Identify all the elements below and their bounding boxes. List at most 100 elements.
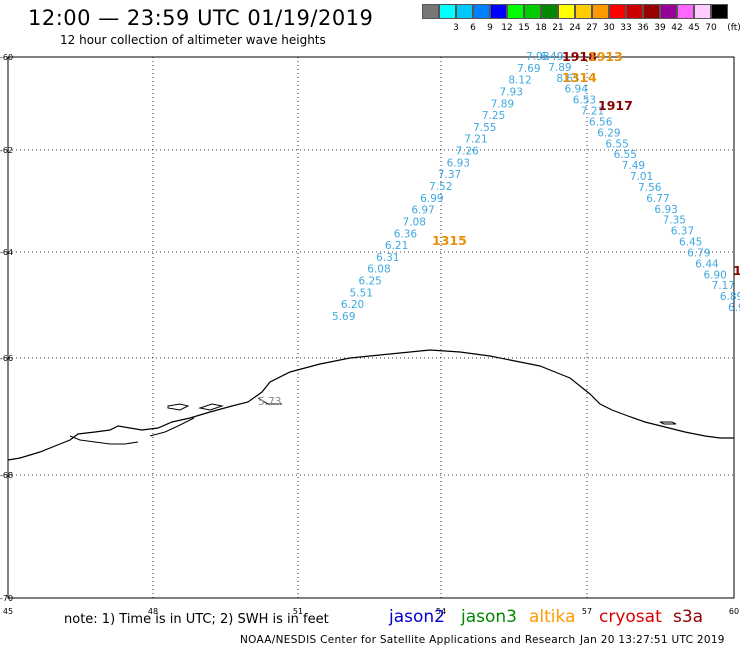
wave-height-value: 7.25 — [482, 110, 505, 122]
wave-height-value: 6.55 — [605, 138, 628, 150]
scale-tick-label: 24 — [569, 23, 581, 33]
wave-height-value: 7.49 — [622, 160, 645, 172]
latitude-label: -62 — [0, 146, 13, 155]
pass-time-label: 1314 — [562, 70, 597, 85]
scale-swatch — [626, 4, 643, 19]
wave-height-value: 7.26 — [455, 146, 479, 158]
wave-height-value: 7.55 — [473, 122, 496, 134]
legend-altika: altika — [529, 607, 576, 627]
pass-time-label: 1913 — [588, 49, 623, 64]
scale-swatch — [490, 4, 507, 19]
pass-time-label: 1 — [733, 263, 740, 278]
pass-time-label: 1315 — [432, 233, 467, 248]
longitude-label: 57 — [582, 607, 592, 616]
wave-height-value: 6.29 — [597, 127, 620, 139]
island — [659, 421, 677, 425]
scale-swatch — [541, 4, 558, 19]
scale-swatch — [711, 4, 728, 19]
legend-s3a: s3a — [673, 607, 704, 627]
scale-unit: (ft) — [727, 23, 740, 33]
wave-height-value: 6.08 — [367, 264, 390, 276]
pass-time-label: 1918 — [562, 49, 597, 64]
scale-tick-label: 21 — [552, 23, 564, 33]
footer-note: note: 1) Time is in UTC; 2) SWH is in fe… — [64, 612, 329, 627]
wave-height-value: 6.56 — [589, 116, 613, 128]
wave-height-value: 6.44 — [695, 258, 719, 270]
scale-swatch — [643, 4, 660, 19]
scale-swatch — [575, 4, 592, 19]
latitude-label: -64 — [0, 248, 13, 257]
wave-height-value: 7.21 — [464, 134, 487, 146]
scale-swatch — [439, 4, 456, 19]
scale-tick-label: 15 — [518, 23, 530, 33]
wave-height-value: 7.37 — [438, 169, 461, 181]
scale-swatch — [660, 4, 677, 19]
wave-height-value: 6.21 — [385, 240, 408, 252]
wave-height-value: 6.89 — [720, 291, 740, 303]
scale-swatch — [524, 4, 541, 19]
scale-swatch — [677, 4, 694, 19]
page-title: 12:00 — 23:59 UTC 01/19/2019 — [28, 6, 374, 30]
longitude-label: 60 — [729, 607, 739, 616]
scale-swatch — [507, 4, 524, 19]
axis-labels: -60 -62 -64 -66 -68 -70 45 48 51 54 57 60 — [0, 53, 739, 616]
wave-height-value: 6.25 — [358, 276, 381, 288]
wave-height-value: 5.51 — [350, 287, 373, 299]
wave-height-value: 7.89 — [491, 98, 514, 110]
wave-height-value: 6.31 — [376, 252, 399, 264]
scale-swatch — [592, 4, 609, 19]
wave-height-value: 7.52 — [429, 181, 452, 193]
wave-height-value: 6.9 — [728, 302, 740, 314]
wave-height-value: 6.77 — [646, 193, 669, 205]
map-frame — [7, 56, 735, 599]
wave-height-value: 7.01 — [630, 171, 653, 183]
scale-tick-label: 27 — [586, 23, 598, 33]
scale-swatch — [473, 4, 490, 19]
wave-height-value: 5.69 — [332, 311, 355, 323]
wave-height-value: 6.97 — [411, 205, 434, 217]
wave-height-value: 6.45 — [679, 237, 702, 249]
pass-time-label: 1917 — [598, 98, 633, 113]
scale-tick-label: 3 — [453, 23, 459, 33]
latitude-label: -66 — [0, 354, 13, 363]
scale-tick-label: 9 — [487, 23, 493, 33]
wave-height-value: 7.08 — [403, 216, 426, 228]
wave-height-value: 7.21 — [581, 106, 604, 118]
wave-height-value: 7.69 — [517, 63, 540, 75]
wave-height-value: 6.90 — [703, 269, 726, 281]
scale-swatch — [422, 4, 439, 19]
wave-height-value: 6.37 — [671, 226, 694, 238]
legend-jason2: jason2 — [389, 607, 445, 627]
coastline-ice-shelf — [69, 397, 282, 445]
wave-height-value: 6.55 — [614, 149, 637, 161]
wave-height-value: 6.79 — [687, 247, 710, 259]
latitude-label: -70 — [0, 594, 13, 603]
wave-height-value: 8.12 — [508, 75, 531, 87]
scale-tick-label: 18 — [535, 23, 547, 33]
wave-height-value: 5.73 — [258, 396, 281, 408]
wave-height-value: 7.93 — [500, 86, 523, 98]
wave-height-value: 6.93 — [654, 204, 677, 216]
scale-tick-label: 42 — [671, 23, 683, 33]
latitude-label: -60 — [0, 53, 13, 62]
scale-swatch — [694, 4, 711, 19]
wave-height-value: 7.56 — [638, 182, 662, 194]
wave-height-value: 6.53 — [573, 95, 596, 107]
wave-height-value: 7.17 — [712, 280, 735, 292]
scale-tick-label: 6 — [470, 23, 476, 33]
scale-swatch — [456, 4, 473, 19]
generation-timestamp: Jan 20 13:27:51 UTC 2019 — [580, 634, 725, 646]
legend-jason3: jason3 — [461, 607, 517, 627]
scale-tick-label: 70 — [705, 23, 717, 33]
latitude-label: -68 — [0, 471, 13, 480]
longitude-label: 48 — [148, 607, 158, 616]
scale-swatch — [609, 4, 626, 19]
longitude-label: 51 — [293, 607, 303, 616]
wave-height-value: 6.94 — [565, 84, 589, 96]
antarctic-coastline — [7, 349, 734, 461]
scale-tick-label: 30 — [603, 23, 615, 33]
wave-height-value: 6.93 — [447, 157, 470, 169]
wave-height-value: 6.20 — [341, 299, 364, 311]
